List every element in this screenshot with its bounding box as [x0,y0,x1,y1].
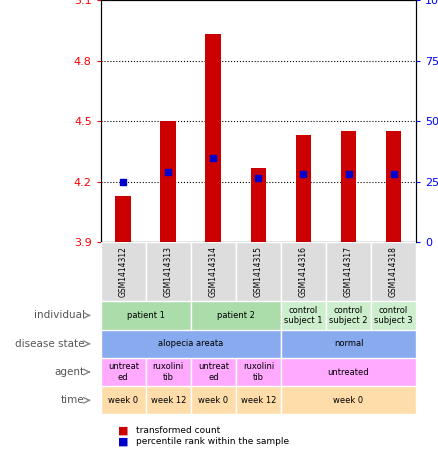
FancyBboxPatch shape [146,242,191,301]
Text: normal: normal [334,339,363,348]
FancyBboxPatch shape [191,301,281,330]
Point [300,170,307,177]
Text: control
subject 3: control subject 3 [374,306,413,325]
Text: alopecia areata: alopecia areata [158,339,223,348]
Text: individual: individual [34,310,85,320]
Text: week 12: week 12 [151,396,186,405]
FancyBboxPatch shape [326,242,371,301]
Text: GSM1414312: GSM1414312 [119,246,128,297]
Text: percentile rank within the sample: percentile rank within the sample [136,437,289,446]
Bar [341,131,357,242]
Bar [160,121,176,242]
FancyBboxPatch shape [191,242,236,301]
Bar [386,131,402,242]
Bar [251,168,266,242]
Point [210,154,217,161]
Text: GSM1414316: GSM1414316 [299,246,308,297]
Text: untreat
ed: untreat ed [108,362,139,382]
Text: untreated: untreated [328,367,369,376]
Text: disease state: disease state [15,339,85,349]
Text: GSM1414315: GSM1414315 [254,246,263,297]
Text: week 12: week 12 [241,396,276,405]
Point [255,174,262,181]
FancyBboxPatch shape [371,301,416,330]
FancyBboxPatch shape [146,358,191,386]
FancyBboxPatch shape [326,301,371,330]
Text: control
subject 1: control subject 1 [284,306,323,325]
FancyBboxPatch shape [236,358,281,386]
Text: untreat
ed: untreat ed [198,362,229,382]
FancyBboxPatch shape [281,330,416,358]
FancyBboxPatch shape [191,386,236,414]
FancyBboxPatch shape [281,301,326,330]
FancyBboxPatch shape [101,301,191,330]
FancyBboxPatch shape [146,386,191,414]
Text: GSM1414317: GSM1414317 [344,246,353,297]
Bar [205,34,221,242]
Text: week 0: week 0 [333,396,364,405]
Text: ruxolini
tib: ruxolini tib [153,362,184,382]
Text: GSM1414318: GSM1414318 [389,246,398,297]
Text: ruxolini
tib: ruxolini tib [243,362,274,382]
Bar [115,196,131,242]
FancyBboxPatch shape [101,358,146,386]
Text: GSM1414313: GSM1414313 [164,246,173,297]
FancyBboxPatch shape [371,242,416,301]
Point [390,170,397,177]
Text: week 0: week 0 [198,396,229,405]
Text: week 0: week 0 [108,396,138,405]
Text: GSM1414314: GSM1414314 [209,246,218,297]
Text: patient 2: patient 2 [217,311,255,320]
Text: transformed count: transformed count [136,426,220,435]
FancyBboxPatch shape [101,330,281,358]
Point [345,170,352,177]
Text: ■: ■ [118,425,129,435]
FancyBboxPatch shape [101,386,146,414]
Point [165,168,172,175]
Text: agent: agent [55,367,85,377]
Text: time: time [61,395,85,405]
FancyBboxPatch shape [236,386,281,414]
FancyBboxPatch shape [281,358,416,386]
FancyBboxPatch shape [101,242,146,301]
Point [120,178,127,185]
FancyBboxPatch shape [281,242,326,301]
Text: control
subject 2: control subject 2 [329,306,368,325]
Bar [296,135,311,242]
FancyBboxPatch shape [236,242,281,301]
FancyBboxPatch shape [281,386,416,414]
Text: ■: ■ [118,437,129,447]
FancyBboxPatch shape [191,358,236,386]
Text: patient 1: patient 1 [127,311,165,320]
